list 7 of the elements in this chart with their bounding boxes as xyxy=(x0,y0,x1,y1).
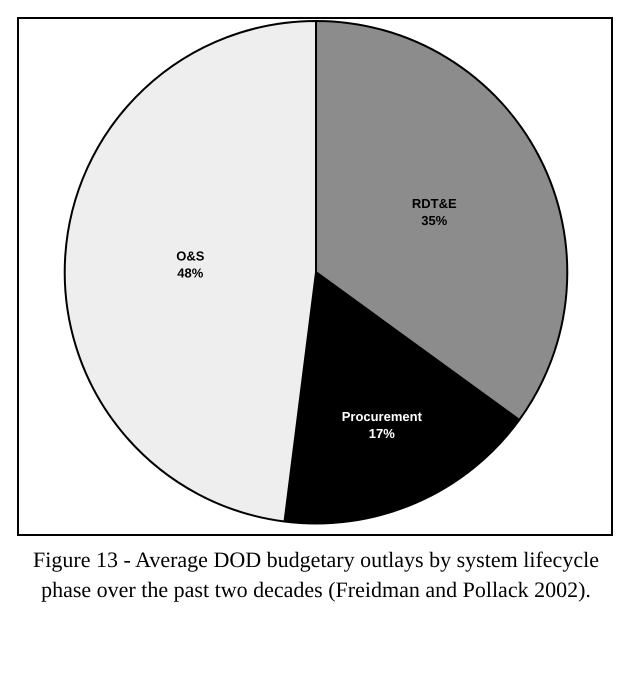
data-label: 48% xyxy=(177,265,204,280)
slice-label: RDT&E xyxy=(412,196,457,211)
data-label: 17% xyxy=(368,426,396,441)
slice-label: O&S xyxy=(176,248,205,264)
slice-label: Procurement xyxy=(342,409,423,424)
caption: Figure 13 - Average DOD budgetary outlays by system lifecycle phase over the past two decades (Freidman and Pollack 2002). xyxy=(32,546,600,604)
data-label: 35% xyxy=(421,212,448,228)
